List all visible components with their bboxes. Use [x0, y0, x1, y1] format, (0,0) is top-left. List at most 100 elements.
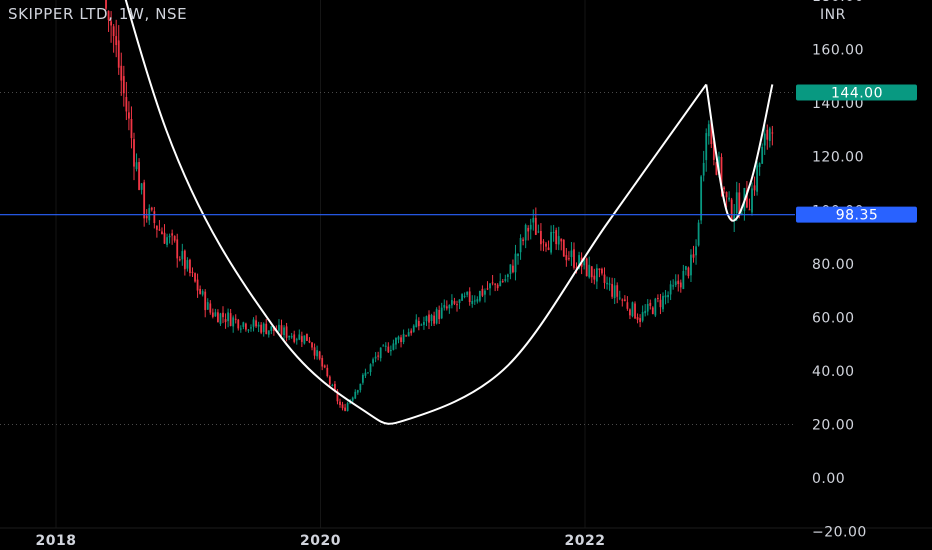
candle-body [664, 295, 667, 298]
candle-body [351, 397, 354, 401]
candle-body [601, 268, 603, 274]
candle-body [496, 284, 499, 289]
candle-body [659, 299, 662, 308]
candle-body [316, 350, 319, 357]
candle-body [506, 274, 509, 277]
candle-body [710, 120, 713, 145]
cup-handle-curve[interactable] [56, 0, 708, 425]
candle-body [649, 302, 652, 306]
candle-body [407, 332, 410, 337]
candle-body [733, 214, 736, 222]
candle-body [285, 326, 288, 338]
candle-body [260, 324, 263, 333]
candle-body [662, 295, 664, 310]
candle-body [125, 97, 128, 112]
candle-body [751, 188, 753, 213]
candle-body [244, 323, 247, 330]
candle-body [417, 320, 420, 327]
cup-handle-curve[interactable] [705, 84, 774, 222]
candle-body [588, 264, 591, 278]
candle-body [611, 284, 614, 297]
candle-body [265, 323, 268, 334]
candle-body [140, 183, 143, 190]
candle-body [145, 215, 148, 219]
candle-body [677, 280, 680, 284]
candle-body [728, 197, 731, 200]
candle-body [626, 302, 629, 309]
candle-body [687, 267, 690, 277]
candle-body [214, 312, 217, 317]
candle-body [384, 345, 387, 347]
candle-body [425, 316, 428, 322]
candle-body [199, 288, 202, 294]
candle-body [471, 300, 474, 304]
candle-body [723, 187, 725, 190]
candle-body [555, 230, 558, 245]
price-label-text: 144.00 [831, 85, 883, 101]
candle-body [321, 358, 324, 367]
candle-body [392, 343, 395, 350]
candle-body [740, 213, 743, 215]
candle-body [318, 351, 321, 359]
candle-body [537, 231, 540, 233]
candle-body [150, 207, 153, 210]
price-label-badge: 144.00 [796, 84, 917, 101]
candle-body [161, 231, 163, 235]
candle-body [247, 329, 250, 331]
candle-body [682, 271, 685, 289]
candle-body [672, 285, 675, 287]
candle-body [519, 238, 522, 253]
candle-body [692, 254, 695, 258]
candle-body [359, 383, 362, 391]
candle-body [629, 309, 631, 316]
candle-body [547, 247, 550, 250]
candle-body [153, 211, 156, 223]
candle-body [700, 176, 703, 221]
candle-body [239, 328, 242, 330]
candle-body [122, 76, 125, 94]
candle-body [473, 300, 476, 302]
candle-body [684, 266, 687, 270]
candle-body [110, 21, 113, 26]
candle-body [181, 251, 184, 260]
candle-body [476, 299, 479, 302]
candle-body [189, 259, 191, 273]
candle-body [575, 267, 578, 269]
candle-body [389, 350, 392, 352]
candle-body [377, 355, 380, 357]
candle-body [229, 313, 232, 326]
candle-body [428, 314, 430, 323]
candle-body [646, 303, 649, 312]
candle-body [204, 291, 207, 311]
candle-body [456, 304, 458, 306]
time-axis[interactable]: 2018 2020 2022 [36, 533, 606, 549]
candle-body [512, 265, 514, 273]
y-tick-label: 160.00 [812, 43, 864, 59]
candle-body [311, 342, 313, 348]
candle-body [420, 324, 423, 326]
candle-body [135, 162, 138, 170]
candle-body [550, 232, 552, 253]
candle-body [364, 372, 367, 376]
candle-body [339, 401, 341, 405]
candle-body [484, 290, 486, 295]
candle-body [527, 227, 530, 232]
candle-body [194, 273, 196, 282]
candle-body [593, 275, 596, 280]
candle-body [183, 250, 186, 270]
candle-body [578, 255, 580, 269]
candle-body [173, 236, 176, 241]
candle-body [120, 65, 123, 81]
candle-body [105, 0, 107, 9]
candle-body [657, 297, 659, 299]
y-tick-label: 80.00 [812, 257, 855, 273]
candle-body [410, 330, 413, 334]
drawing-annotations [0, 0, 795, 425]
price-axis[interactable]: −20.000.0020.0040.0060.0080.00100.00120.… [796, 0, 917, 541]
candle-body [186, 260, 189, 269]
candle-body [466, 291, 469, 295]
candle-body [178, 259, 181, 261]
chart-title: SKIPPER LTD, 1W, NSE [8, 5, 187, 23]
y-tick-label: 180.00 [812, 0, 864, 5]
